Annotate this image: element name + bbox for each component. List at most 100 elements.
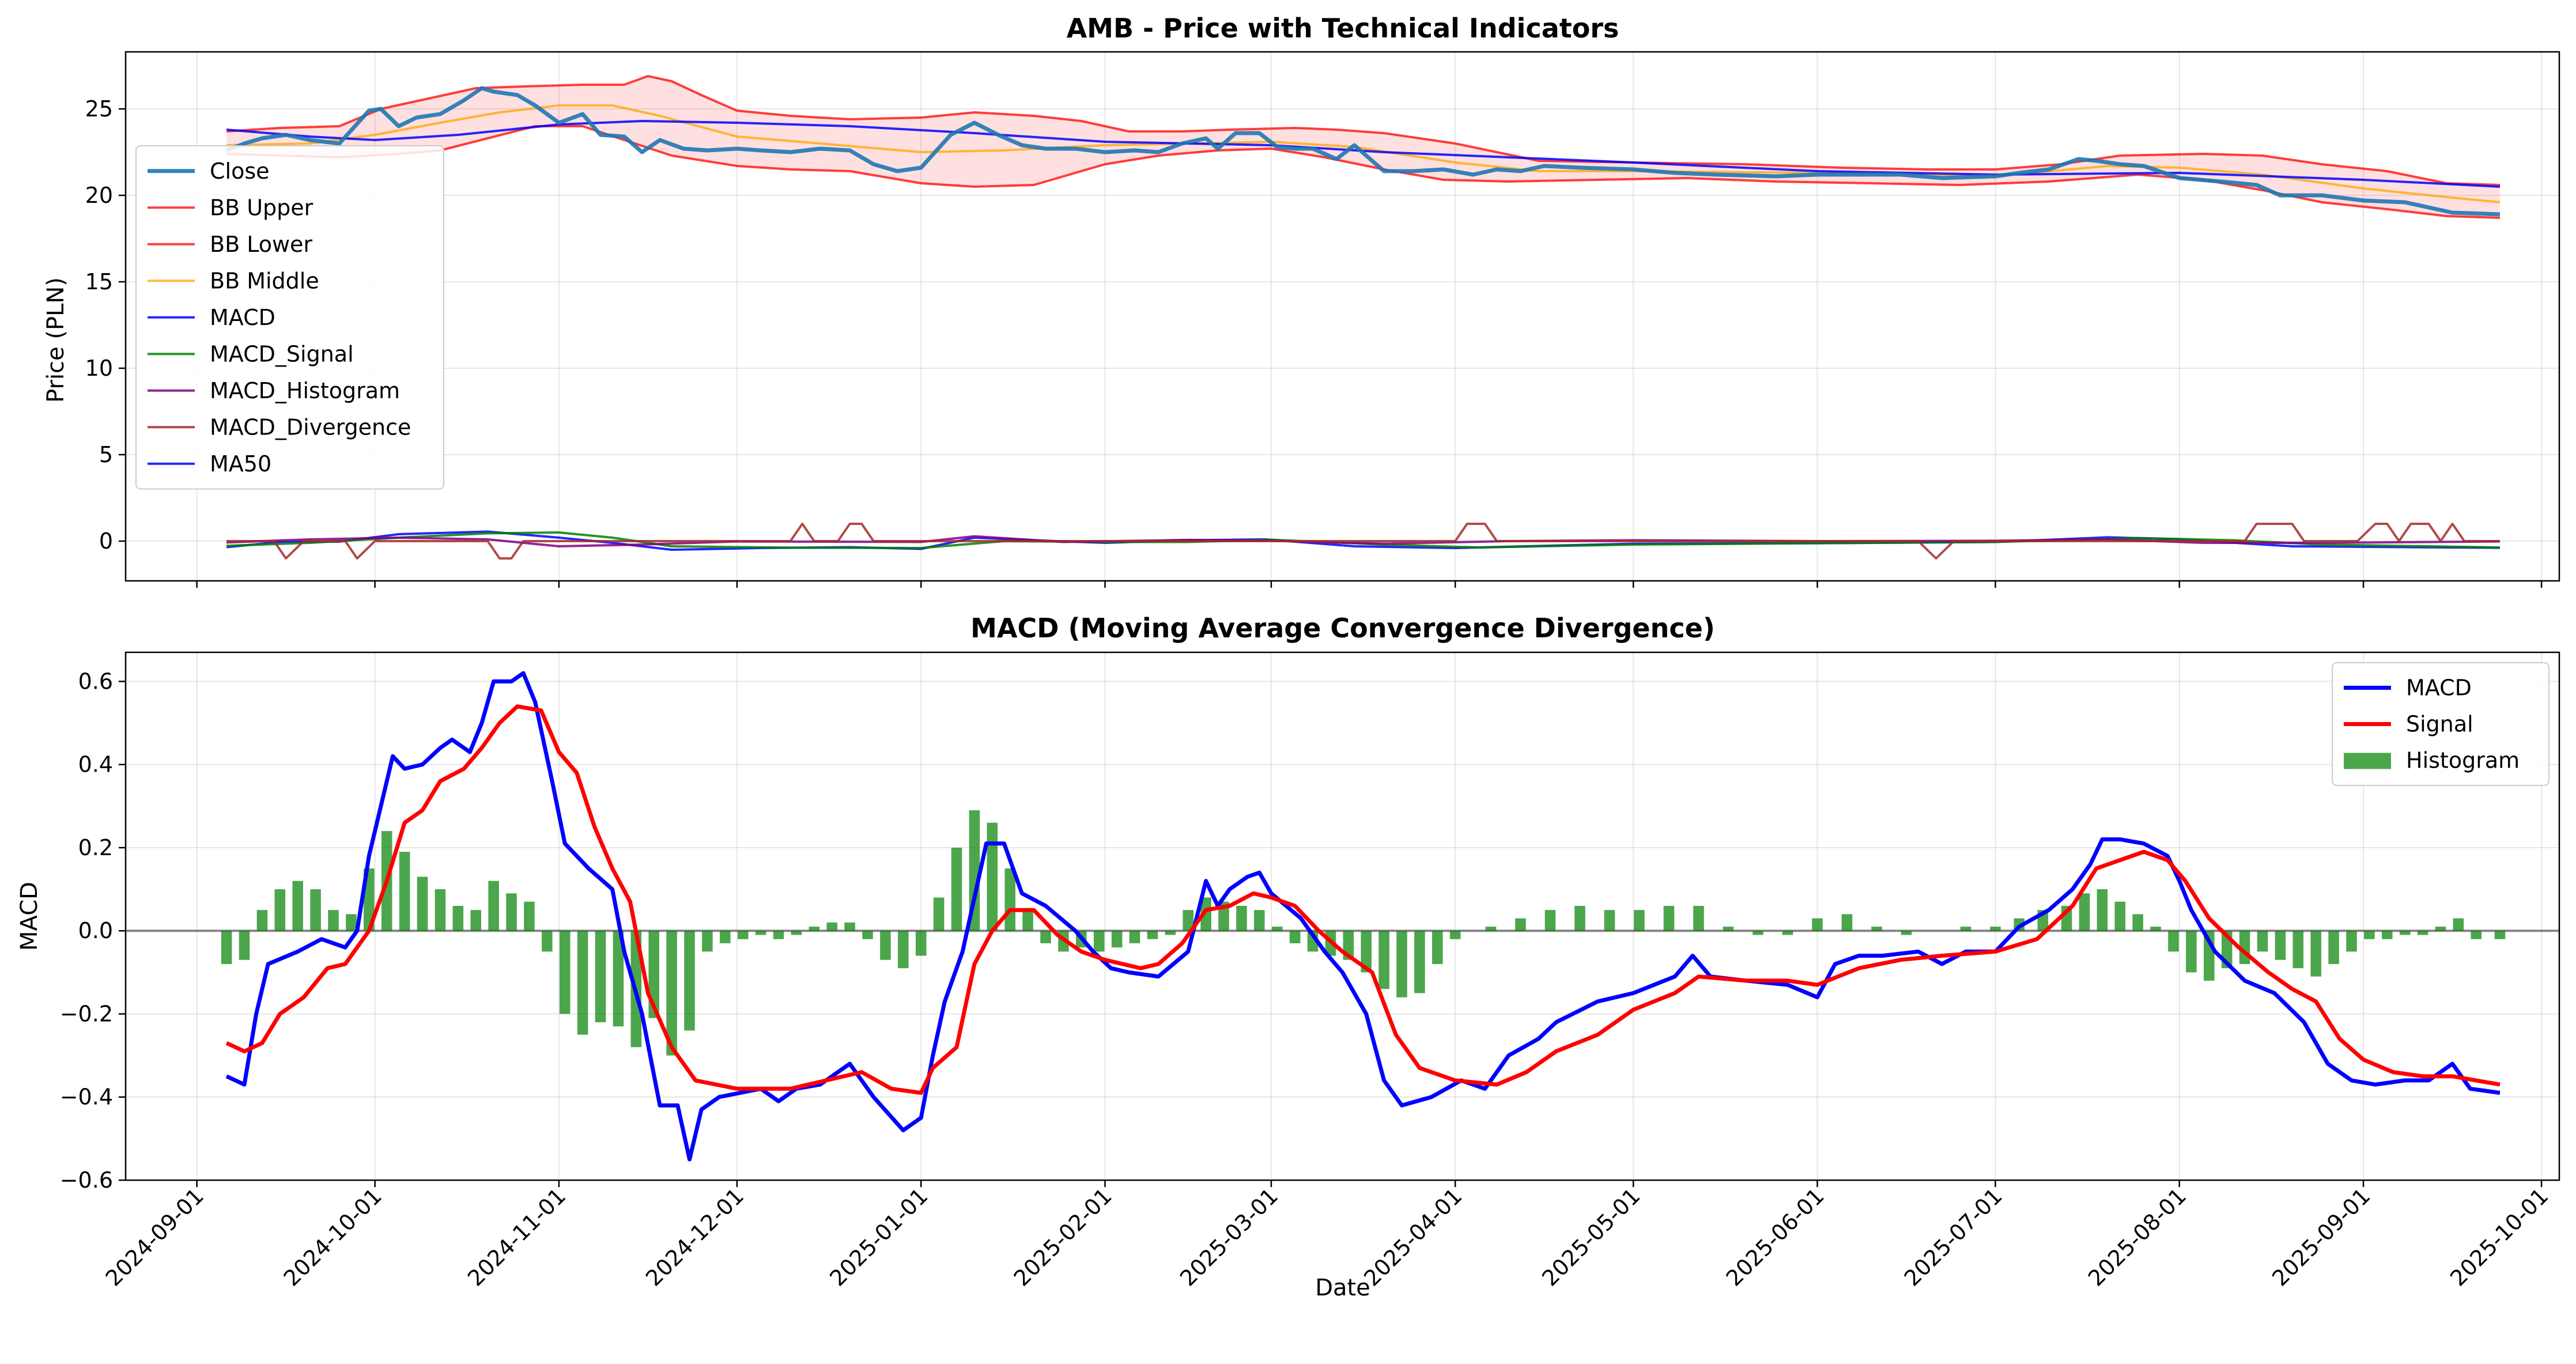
histogram-bar (2399, 931, 2411, 935)
price-y-tick-label: 10 (85, 356, 113, 381)
histogram-bar (1271, 927, 1283, 931)
x-tick-label: 2025-03-01 (1175, 1183, 1283, 1291)
histogram-bar (1574, 905, 1585, 931)
legend-label: Close (210, 158, 270, 184)
histogram-bar (844, 922, 855, 931)
price-series-lines (225, 75, 2501, 560)
legend-label: MA50 (210, 451, 271, 477)
histogram-bar (1004, 868, 1015, 931)
histogram-bar (1396, 931, 1407, 998)
histogram-bar (1414, 931, 1425, 993)
histogram-bar (809, 927, 820, 931)
macd-series-lines (225, 671, 2501, 1162)
histogram-bar (826, 922, 837, 931)
x-tick-label: 2025-02-01 (1009, 1183, 1117, 1291)
histogram-bar (880, 931, 891, 960)
histogram-bar (221, 931, 232, 964)
histogram-bar (1752, 931, 1763, 935)
histogram-bar (292, 881, 303, 931)
legend-label: Signal (2406, 712, 2473, 737)
macd-chart-title: MACD (Moving Average Convergence Diverge… (970, 613, 1715, 644)
histogram-bar (1129, 931, 1140, 943)
histogram-bar (2132, 914, 2143, 931)
macd-histogram-line (226, 535, 2501, 547)
histogram-bar (399, 852, 410, 931)
price-y-tick-label: 5 (99, 442, 113, 467)
histogram-bar (2186, 931, 2197, 973)
histogram-bar (2364, 931, 2375, 939)
macd-histogram-bars (221, 810, 2506, 1056)
histogram-bar (1812, 918, 1823, 931)
x-tick-label: 2025-05-01 (1537, 1183, 1645, 1291)
histogram-bar (1449, 931, 1461, 939)
histogram-bar (310, 889, 321, 931)
macd-y-tick-label: −0.2 (60, 1001, 113, 1026)
histogram-bar (239, 931, 250, 960)
histogram-bar (987, 822, 998, 931)
histogram-bar (2346, 931, 2357, 952)
macd-chart-frame (124, 651, 2560, 1181)
price-y-tick-label: 25 (85, 96, 113, 122)
histogram-bar (1634, 910, 1645, 931)
x-tick-label: 2025-10-01 (2445, 1183, 2553, 1291)
price-y-axis-label: Price (PLN) (43, 277, 69, 403)
histogram-bar (1544, 910, 1556, 931)
histogram-bar (1254, 910, 1265, 931)
histogram-bar (2275, 931, 2286, 960)
macd-y-axis-label: MACD (16, 882, 43, 951)
legend-label: MACD_Histogram (210, 378, 400, 403)
histogram-bar (613, 931, 624, 1027)
price-y-tick-label: 15 (85, 269, 113, 294)
histogram-bar (684, 931, 695, 1031)
histogram-bar (2494, 931, 2506, 939)
histogram-bar (328, 910, 339, 931)
histogram-bar (773, 931, 784, 939)
histogram-bar (1663, 905, 1675, 931)
close-line (225, 86, 2501, 217)
histogram-bar (417, 876, 428, 931)
macd-legend: MACD Signal Histogram (2332, 662, 2549, 786)
histogram-bar (1289, 931, 1301, 943)
macd-line (225, 671, 2501, 1162)
histogram-bar (470, 910, 481, 931)
x-tick-label: 2025-08-01 (2083, 1183, 2191, 1291)
histogram-bar (737, 931, 749, 939)
macd-y-tick-label: 0.2 (78, 835, 113, 860)
x-tick-label: 2024-10-01 (279, 1183, 387, 1291)
histogram-bar (2257, 931, 2268, 952)
x-axis-label: Date (1315, 1275, 1370, 1301)
histogram-bar (452, 905, 464, 931)
histogram-bar (559, 931, 571, 1014)
histogram-bar (2328, 931, 2339, 964)
legend-box (135, 145, 444, 490)
histogram-bar (1361, 931, 1372, 973)
histogram-bar (1236, 905, 1247, 931)
histogram-bar (898, 931, 909, 969)
histogram-bar (488, 881, 499, 931)
histogram-bar (2382, 931, 2393, 939)
price-chart-frame (124, 51, 2560, 582)
bollinger-band-area (226, 76, 2500, 218)
signal-line (225, 704, 2501, 1095)
histogram-bar (1515, 918, 1526, 931)
histogram-bar (755, 931, 766, 935)
histogram-bar (506, 893, 517, 931)
histogram-bar (862, 931, 873, 939)
macd-divergence-line (226, 523, 2500, 560)
macd-y-tick-label: 0.6 (78, 668, 113, 694)
x-tick-label: 2025-09-01 (2267, 1183, 2375, 1291)
histogram-bar (702, 931, 713, 952)
histogram-bar (2292, 931, 2304, 969)
histogram-bar (2079, 893, 2090, 931)
macd-y-tick-label: 0.0 (78, 918, 113, 943)
x-tick-label: 2025-01-01 (825, 1183, 932, 1291)
histogram-bar (1723, 927, 1734, 931)
histogram-bar (951, 847, 962, 931)
histogram-bar (2453, 918, 2464, 931)
histogram-bar (1485, 927, 1497, 931)
legend-label: BB Lower (210, 232, 312, 257)
histogram-bar (1165, 931, 1176, 935)
histogram-bar (915, 931, 927, 956)
histogram-bar (435, 889, 446, 931)
price-y-ticks: 0 5 10 15 20 25 (85, 96, 126, 554)
